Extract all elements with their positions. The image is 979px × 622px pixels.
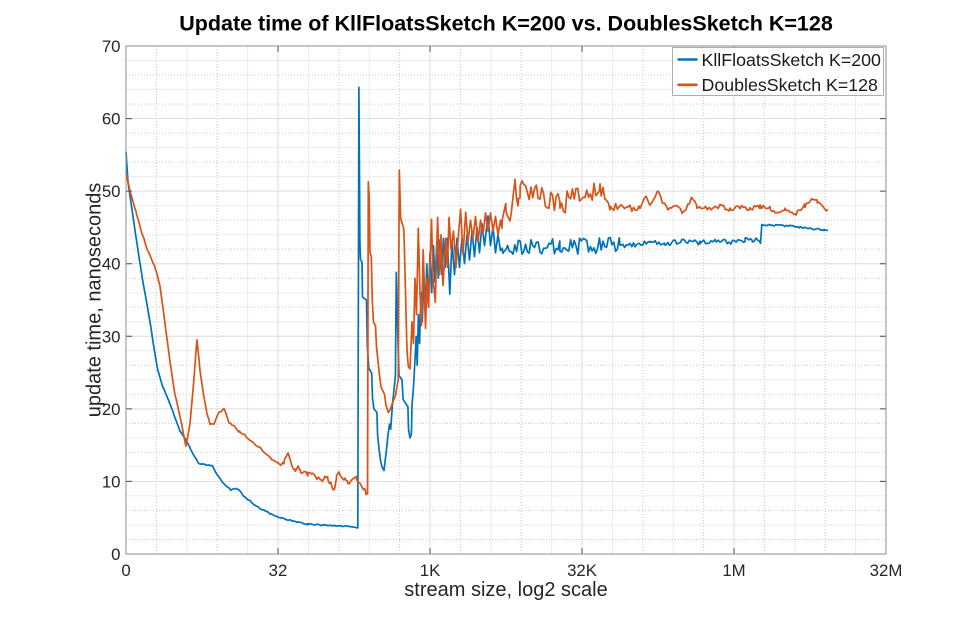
svg-text:30: 30: [102, 327, 121, 346]
svg-text:DoublesSketch K=128: DoublesSketch K=128: [702, 75, 879, 95]
svg-text:32: 32: [269, 561, 288, 580]
svg-text:KllFloatsSketch K=200: KllFloatsSketch K=200: [702, 50, 882, 70]
svg-text:0: 0: [111, 545, 120, 564]
svg-text:10: 10: [102, 472, 121, 491]
svg-text:1K: 1K: [420, 561, 441, 580]
svg-text:Update time of KllFloatsSketch: Update time of KllFloatsSketch K=200 vs.…: [179, 12, 833, 36]
svg-text:update time, nanoseconds: update time, nanoseconds: [84, 183, 106, 418]
svg-text:20: 20: [102, 400, 121, 419]
svg-text:0: 0: [121, 561, 130, 580]
svg-text:70: 70: [102, 37, 121, 56]
svg-text:40: 40: [102, 255, 121, 274]
svg-text:60: 60: [102, 110, 121, 129]
svg-text:50: 50: [102, 182, 121, 201]
svg-text:stream size, log2 scale: stream size, log2 scale: [404, 579, 607, 601]
svg-text:32K: 32K: [567, 561, 597, 580]
svg-text:1M: 1M: [722, 561, 745, 580]
svg-text:32M: 32M: [870, 561, 903, 580]
